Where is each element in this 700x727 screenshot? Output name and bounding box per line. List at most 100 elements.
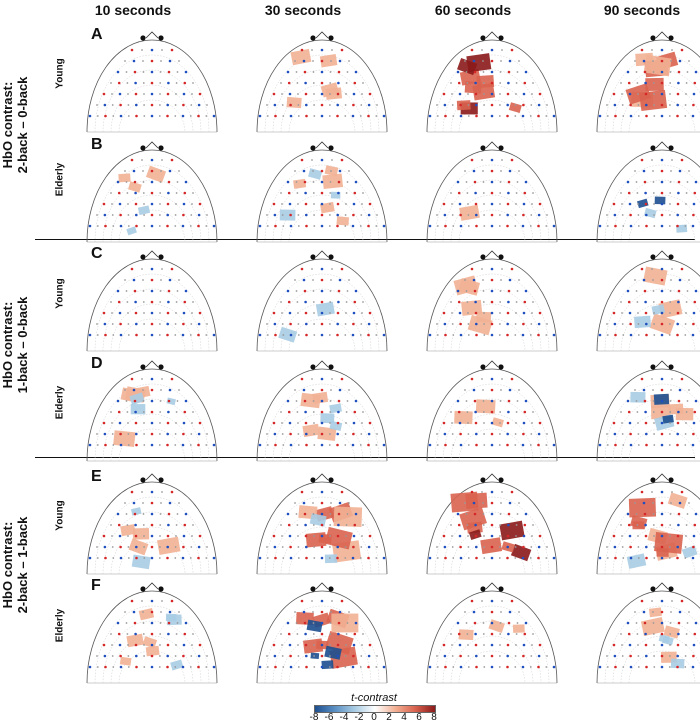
channel-dot <box>258 556 262 560</box>
channel-dot <box>337 289 341 293</box>
channel-dot <box>289 545 292 549</box>
grid-arc <box>102 179 202 243</box>
channel-dot <box>329 655 331 657</box>
channel-dot <box>159 93 161 95</box>
channel-dot <box>660 556 664 560</box>
channel-dot <box>175 422 177 424</box>
channel-dot <box>466 633 469 635</box>
nasion-dot <box>140 254 146 260</box>
channel-dot <box>132 59 136 63</box>
channel-dot <box>546 433 548 435</box>
channel-dot <box>676 224 679 228</box>
channel-dot <box>506 311 510 315</box>
channel-dot <box>606 655 608 657</box>
channel-dot <box>178 502 180 504</box>
channel-dot <box>652 513 655 515</box>
channel-dot <box>436 323 438 325</box>
channel-dot <box>348 389 350 391</box>
channel-dot <box>206 214 208 216</box>
channel-dot <box>313 312 315 314</box>
channel-dot <box>300 599 304 603</box>
channel-dot <box>150 322 154 326</box>
grid-arc <box>442 69 542 133</box>
activation-region-positive <box>138 607 155 621</box>
channel-dot <box>288 643 292 647</box>
channel-dot <box>331 600 333 602</box>
channel-dot <box>691 556 695 560</box>
channel-dot <box>142 502 144 504</box>
brain-map-svg <box>256 31 388 133</box>
channel-dot <box>297 444 300 446</box>
channel-dot <box>116 512 120 516</box>
channel-dot <box>481 268 483 270</box>
channel-dot <box>692 545 695 549</box>
channel-dot <box>330 279 332 281</box>
channel-dot <box>344 334 347 336</box>
channel-dot <box>303 399 307 403</box>
channel-dot <box>507 191 510 195</box>
channel-dot <box>640 377 644 381</box>
channel-dot <box>330 502 332 504</box>
channel-dot <box>212 556 216 560</box>
channel-dot <box>311 49 313 51</box>
channel-dot <box>352 643 356 647</box>
channel-dot <box>500 611 502 613</box>
channel-dot <box>367 654 371 658</box>
grid-arc <box>450 413 534 462</box>
channel-dot <box>676 643 680 647</box>
brain-map-svg <box>426 582 558 684</box>
channel-dot <box>143 546 145 548</box>
channel-dot <box>652 524 655 526</box>
brain-map <box>592 250 700 352</box>
channel-dot <box>508 169 512 173</box>
channel-dot <box>692 311 696 315</box>
brain-map-svg <box>426 31 558 133</box>
channel-dot <box>336 654 339 658</box>
channel-dot <box>515 524 518 526</box>
channel-dot <box>444 665 447 669</box>
channel-dot <box>266 115 269 117</box>
channel-dot <box>184 512 188 516</box>
channel-dot <box>192 411 194 413</box>
channel-dot <box>367 556 370 560</box>
channel-dot <box>693 300 697 304</box>
channel-dot <box>507 512 511 516</box>
channel-dot <box>133 399 137 403</box>
channel-dot <box>436 546 438 548</box>
channel-dot <box>159 192 162 194</box>
contrast-label-line2: 2-back – 0-back <box>15 76 30 174</box>
channel-dot <box>351 114 355 118</box>
channel-dot <box>515 535 517 537</box>
channel-dot <box>189 444 192 446</box>
channel-dot <box>508 610 512 614</box>
channel-dot <box>692 92 696 96</box>
channel-dot <box>150 158 154 162</box>
channel-dot <box>197 322 201 326</box>
channel-dot <box>622 444 625 446</box>
channel-dot <box>382 333 386 337</box>
activation-region-positive <box>668 403 684 415</box>
channel-dot <box>135 665 138 669</box>
channel-dot <box>132 610 136 614</box>
channel-dot <box>352 103 355 107</box>
nasion-dot <box>650 254 656 260</box>
channel-dot <box>143 557 146 559</box>
channel-dot <box>367 432 371 436</box>
channel-dot <box>167 512 171 516</box>
channel-dot <box>694 621 698 625</box>
channel-dot <box>135 556 138 560</box>
channel-dot <box>166 202 170 206</box>
channel-dot <box>523 81 527 85</box>
channel-dot <box>692 103 695 107</box>
channel-dot <box>296 301 299 303</box>
channel-dot <box>118 92 122 96</box>
channel-dot <box>642 501 646 505</box>
channel-dot <box>132 169 136 173</box>
channel-dot <box>166 556 169 560</box>
channel-dot <box>312 60 314 62</box>
channel-dot <box>119 665 123 669</box>
channel-dot <box>636 301 639 303</box>
channel-dot <box>197 545 201 549</box>
channel-dot <box>684 225 687 227</box>
channel-dot <box>482 301 485 303</box>
